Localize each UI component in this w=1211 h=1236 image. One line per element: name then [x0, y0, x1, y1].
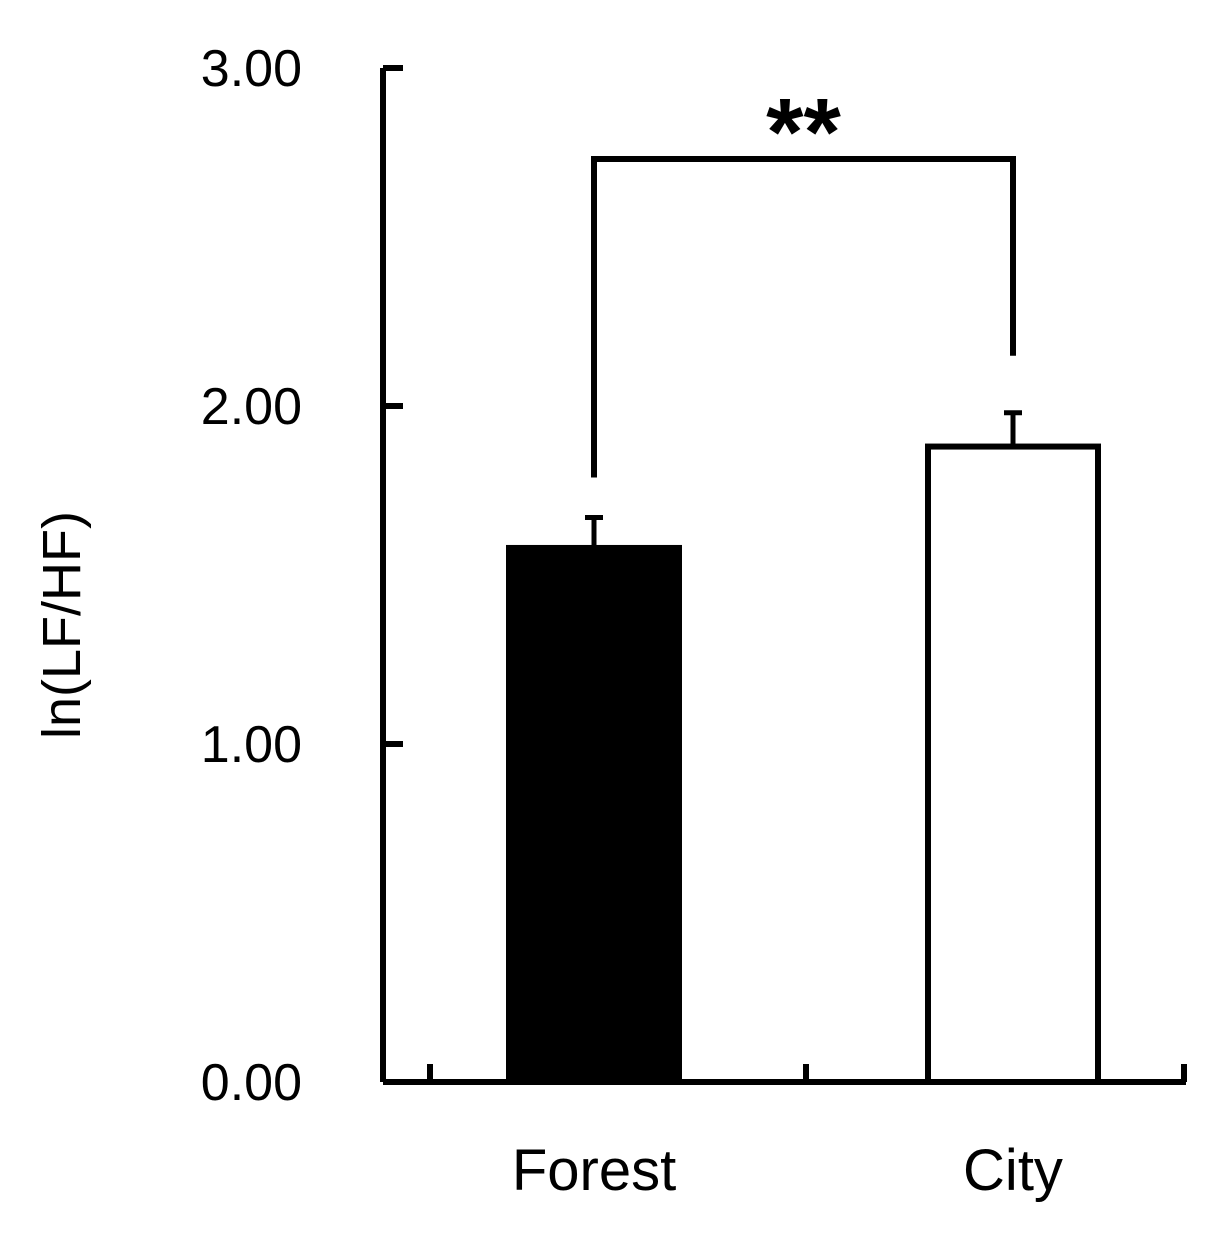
y-tick-label: 0.00 — [201, 1054, 302, 1112]
bars-group: Forest City — [506, 410, 1101, 1203]
y-axis-title: ln(LF/HF) — [32, 511, 92, 739]
y-tick-label: 1.00 — [201, 716, 302, 774]
bar-city — [925, 443, 1101, 1085]
significance-bracket — [591, 156, 1016, 478]
y-tick-label: 2.00 — [201, 378, 302, 436]
significance-label: ** — [766, 79, 841, 186]
x-category-label: City — [963, 1138, 1063, 1203]
bar-forest — [506, 544, 682, 1085]
significance-bracket-group: ** — [591, 79, 1016, 478]
y-axis: 0.00 1.00 2.00 3.00 — [201, 40, 403, 1112]
y-tick-label: 3.00 — [201, 40, 302, 98]
x-category-label: Forest — [512, 1138, 676, 1203]
